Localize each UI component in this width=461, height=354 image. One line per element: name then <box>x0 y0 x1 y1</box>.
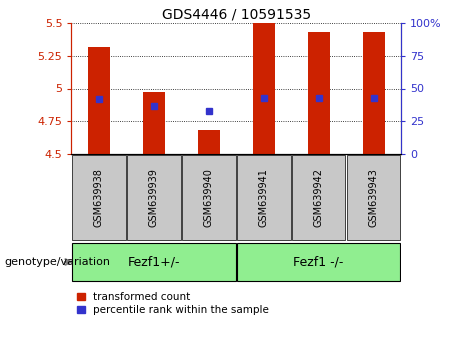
Bar <box>253 23 275 154</box>
Text: Fezf1+/-: Fezf1+/- <box>128 256 180 268</box>
Bar <box>307 32 330 154</box>
Bar <box>237 243 401 281</box>
Bar <box>237 155 290 240</box>
Bar <box>182 155 236 240</box>
Text: GSM639939: GSM639939 <box>149 168 159 227</box>
Bar <box>292 155 345 240</box>
Title: GDS4446 / 10591535: GDS4446 / 10591535 <box>162 8 311 22</box>
Text: GSM639943: GSM639943 <box>369 168 378 227</box>
Bar <box>72 243 236 281</box>
Legend: transformed count, percentile rank within the sample: transformed count, percentile rank withi… <box>77 292 269 315</box>
Bar <box>72 155 126 240</box>
Bar <box>127 155 181 240</box>
Text: GSM639940: GSM639940 <box>204 168 214 227</box>
Text: Fezf1 -/-: Fezf1 -/- <box>294 256 344 268</box>
Bar <box>88 47 110 154</box>
Bar <box>363 32 384 154</box>
Text: genotype/variation: genotype/variation <box>5 257 111 267</box>
Text: GSM639938: GSM639938 <box>94 168 104 227</box>
Bar <box>143 92 165 154</box>
Bar <box>347 155 401 240</box>
Bar <box>198 130 220 154</box>
Text: GSM639941: GSM639941 <box>259 168 269 227</box>
Text: GSM639942: GSM639942 <box>313 168 324 227</box>
